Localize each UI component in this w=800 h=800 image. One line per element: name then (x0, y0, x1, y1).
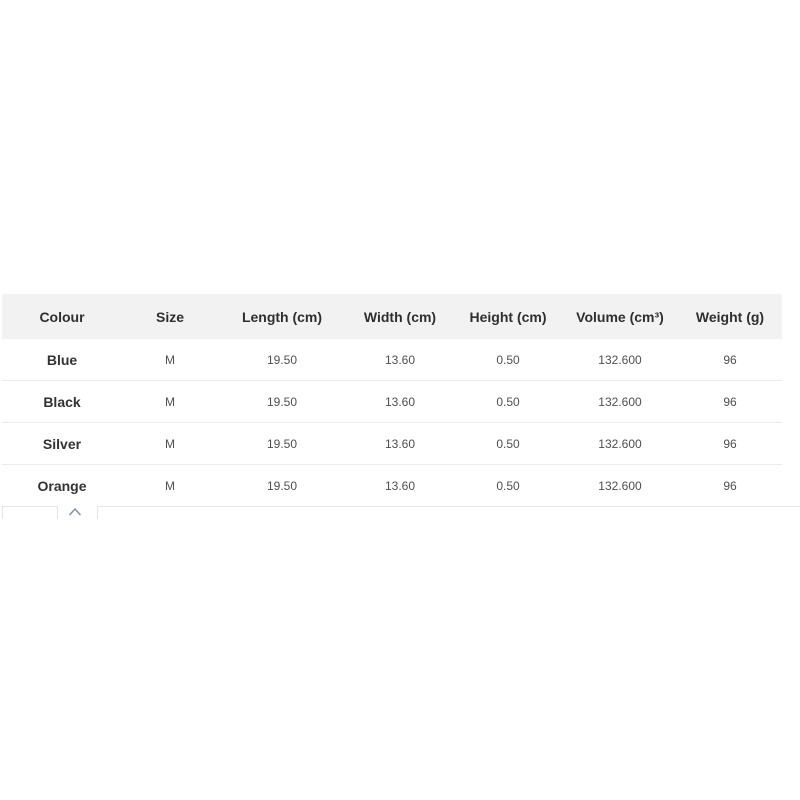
cropped-element-right (97, 506, 800, 519)
cell-colour: Silver (2, 422, 122, 465)
cropped-element-left (2, 506, 58, 519)
cell-volume: 132.600 (562, 339, 678, 381)
cell-height: 0.50 (454, 422, 562, 465)
column-header-length: Length (cm) (218, 294, 346, 339)
cell-width: 13.60 (346, 339, 454, 381)
table-row: Orange M 19.50 13.60 0.50 132.600 96 (2, 464, 782, 506)
cell-length: 19.50 (218, 422, 346, 465)
cell-size: M (122, 339, 218, 381)
cell-weight: 96 (678, 422, 782, 465)
cell-colour: Blue (2, 339, 122, 381)
column-header-size: Size (122, 294, 218, 339)
cell-length: 19.50 (218, 339, 346, 381)
cell-colour: Orange (2, 464, 122, 506)
cell-volume: 132.600 (562, 380, 678, 423)
column-header-weight: Weight (g) (678, 294, 782, 339)
cell-width: 13.60 (346, 380, 454, 423)
column-header-width: Width (cm) (346, 294, 454, 339)
table-row: Black M 19.50 13.60 0.50 132.600 96 (2, 380, 782, 423)
product-spec-table: Colour Size Length (cm) Width (cm) Heigh… (2, 294, 782, 506)
column-header-colour: Colour (2, 294, 122, 339)
cell-weight: 96 (678, 339, 782, 381)
cell-height: 0.50 (454, 380, 562, 423)
cell-width: 13.60 (346, 464, 454, 506)
cell-weight: 96 (678, 380, 782, 423)
cell-weight: 96 (678, 464, 782, 506)
table-header: Colour Size Length (cm) Width (cm) Heigh… (2, 294, 782, 339)
cell-height: 0.50 (454, 464, 562, 506)
cell-colour: Black (2, 380, 122, 423)
column-header-volume: Volume (cm³) (562, 294, 678, 339)
cell-volume: 132.600 (562, 464, 678, 506)
table-row: Silver M 19.50 13.60 0.50 132.600 96 (2, 422, 782, 465)
table-header-row: Colour Size Length (cm) Width (cm) Heigh… (2, 294, 782, 339)
cell-size: M (122, 422, 218, 465)
product-spec-table-wrap: Colour Size Length (cm) Width (cm) Heigh… (2, 294, 782, 506)
cell-length: 19.50 (218, 380, 346, 423)
cell-height: 0.50 (454, 339, 562, 381)
cell-volume: 132.600 (562, 422, 678, 465)
cell-length: 19.50 (218, 464, 346, 506)
table-body: Blue M 19.50 13.60 0.50 132.600 96 Black… (2, 339, 782, 506)
cell-size: M (122, 380, 218, 423)
chevron-up-icon (68, 507, 82, 516)
table-row: Blue M 19.50 13.60 0.50 132.600 96 (2, 339, 782, 381)
cell-width: 13.60 (346, 422, 454, 465)
column-header-height: Height (cm) (454, 294, 562, 339)
collapse-control[interactable] (67, 506, 83, 517)
cell-size: M (122, 464, 218, 506)
